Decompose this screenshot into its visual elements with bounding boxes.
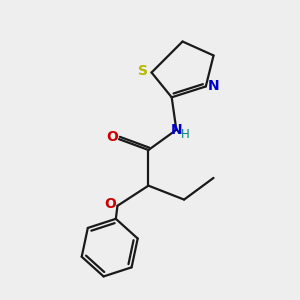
Text: N: N (171, 124, 183, 137)
Text: N: N (208, 79, 219, 93)
Text: H: H (181, 128, 190, 141)
Text: O: O (106, 130, 118, 144)
Text: O: O (105, 197, 117, 211)
Text: S: S (138, 64, 148, 78)
